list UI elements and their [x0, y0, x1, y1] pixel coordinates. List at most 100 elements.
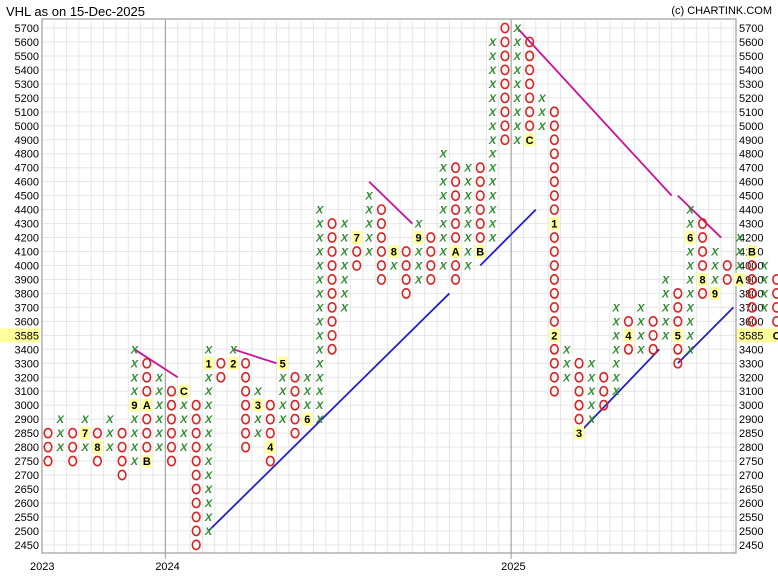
o-mark — [142, 371, 152, 383]
x-mark: X — [488, 135, 497, 147]
x-mark: X — [204, 428, 213, 440]
y-tick-label-left: 2700 — [15, 470, 39, 482]
pnf-column — [290, 371, 300, 439]
x-mark: X — [488, 93, 497, 105]
x-mark: X — [278, 386, 287, 398]
x-mark: X — [488, 51, 497, 63]
x-mark: X — [686, 288, 695, 300]
x-mark: X — [253, 414, 262, 426]
y-tick-label-right: 2450 — [739, 540, 763, 552]
x-mark: X — [686, 219, 695, 231]
x-mark: X — [253, 386, 262, 398]
o-mark — [549, 301, 559, 313]
pnf-column: B — [475, 162, 486, 259]
x-mark: X — [105, 428, 114, 440]
y-tick-label-right: 5000 — [739, 121, 763, 133]
y-tick-label-right: 2800 — [739, 442, 763, 454]
o-mark — [191, 455, 201, 467]
o-mark — [549, 385, 559, 397]
o-mark — [574, 357, 584, 369]
x-mark: X — [414, 274, 423, 286]
y-tick-label-left: 4700 — [15, 163, 39, 175]
x-mark: X — [303, 372, 312, 384]
y-tick-label-left: 4300 — [15, 219, 39, 231]
y-tick-label-right: 2650 — [739, 484, 763, 496]
chart-title: VHL as on 15-Dec-2025 — [6, 4, 145, 19]
x-mark: X — [488, 205, 497, 217]
pnf-column: XXX — [537, 93, 546, 133]
month-marker-bg — [141, 398, 152, 412]
month-marker-bg — [450, 245, 461, 259]
o-mark — [327, 260, 337, 271]
x-mark: X — [315, 400, 324, 412]
x-mark: X — [760, 288, 769, 300]
o-mark — [697, 232, 708, 243]
o-mark — [426, 260, 436, 271]
o-mark — [549, 343, 559, 355]
x-mark: X — [315, 302, 324, 314]
x-mark: X — [513, 135, 522, 147]
month-marker-bg — [92, 440, 103, 454]
x-mark: X — [513, 51, 522, 63]
o-mark — [500, 50, 510, 62]
x-mark: X — [463, 205, 472, 217]
x-mark: X — [154, 442, 163, 454]
o-mark — [376, 274, 387, 285]
o-mark — [599, 371, 609, 383]
o-mark — [599, 385, 609, 397]
o-mark — [290, 399, 300, 411]
x-mark: X — [315, 330, 324, 342]
o-mark — [191, 469, 201, 481]
o-mark — [191, 483, 201, 495]
x-mark: X — [513, 65, 522, 77]
o-mark — [265, 455, 275, 467]
x-mark: X — [463, 163, 472, 175]
o-mark — [450, 260, 461, 271]
o-mark — [241, 427, 251, 439]
pnf-column: C — [771, 274, 778, 342]
month-marker: 1 — [205, 358, 211, 370]
o-mark — [166, 441, 177, 453]
month-marker-bg — [80, 426, 91, 440]
support-trend-line — [207, 292, 451, 532]
month-marker-bg — [351, 231, 362, 245]
o-mark — [549, 176, 559, 188]
o-mark — [525, 50, 535, 62]
x-mark: X — [315, 316, 324, 328]
x-mark: X — [154, 372, 163, 384]
x-mark: X — [154, 414, 163, 426]
o-mark — [241, 413, 251, 425]
x-year-label: 2023 — [30, 561, 54, 573]
o-mark — [166, 413, 177, 425]
o-mark — [376, 218, 387, 229]
o-mark — [549, 357, 559, 369]
pnf-column: 8 — [92, 427, 103, 467]
pnf-column — [599, 371, 609, 411]
x-mark: X — [439, 247, 448, 259]
x-mark: X — [463, 260, 472, 272]
o-mark — [216, 357, 226, 369]
resistance-trend-line — [232, 348, 277, 365]
x-mark: X — [278, 414, 287, 426]
o-mark — [191, 399, 201, 411]
pnf-column — [216, 357, 226, 383]
x-mark: X — [315, 247, 324, 259]
y-tick-label-left: 4600 — [15, 177, 39, 189]
y-tick-label-right: 3700 — [739, 302, 763, 314]
o-mark — [623, 315, 634, 327]
y-tick-label-left: 5300 — [15, 79, 39, 91]
x-mark: X — [315, 372, 324, 384]
x-mark: X — [439, 260, 448, 272]
y-tick-label-left: 3300 — [15, 358, 39, 370]
o-mark — [327, 301, 337, 313]
o-mark — [142, 413, 152, 425]
x-mark: X — [364, 205, 373, 217]
o-mark — [166, 455, 177, 467]
